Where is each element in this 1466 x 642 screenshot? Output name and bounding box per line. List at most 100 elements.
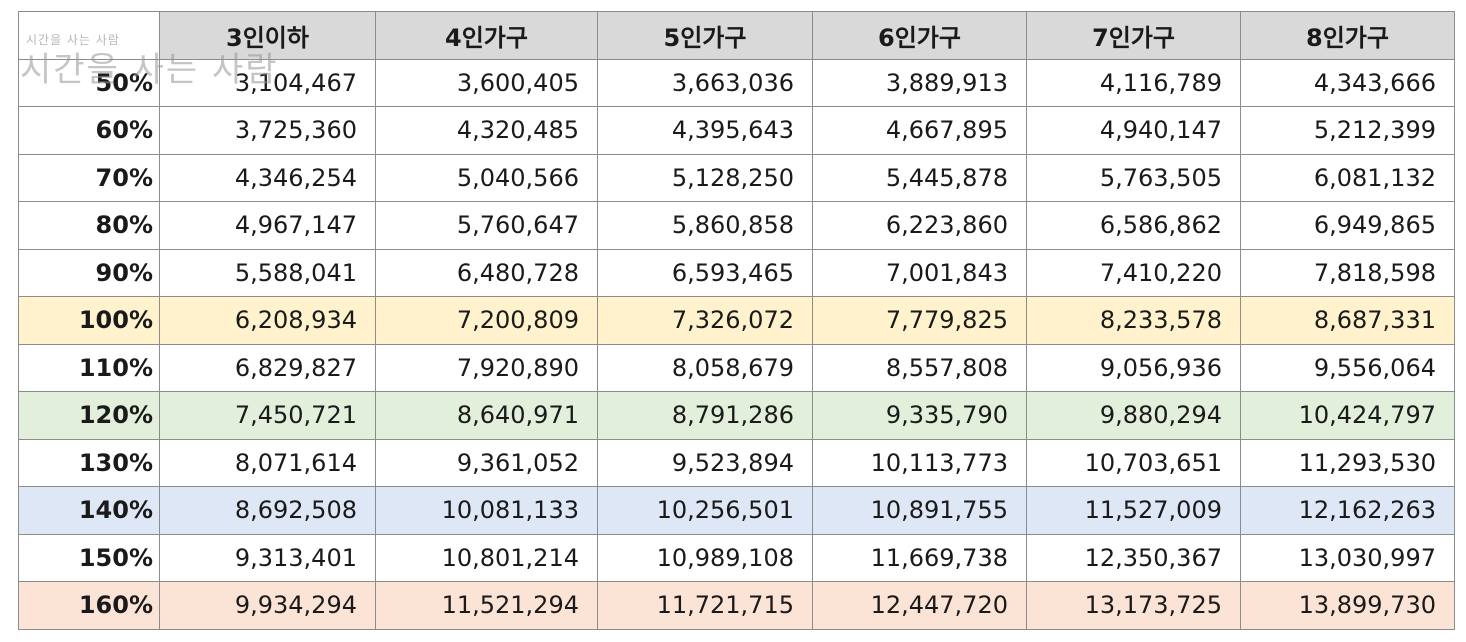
- table-cell: 10,891,755: [812, 486, 1027, 535]
- table-cell: 10,424,797: [1240, 391, 1455, 440]
- table-cell: 4,346,254: [159, 153, 376, 202]
- row-label: 60%: [18, 106, 160, 155]
- table-cell: 12,350,367: [1026, 533, 1241, 582]
- table-cell: 11,669,738: [812, 533, 1027, 582]
- corner-cell: [18, 11, 160, 60]
- table-cell: 7,326,072: [597, 296, 813, 345]
- row-label: 90%: [18, 248, 160, 297]
- table-cell: 11,721,715: [597, 581, 813, 630]
- table-cell: 11,521,294: [375, 581, 598, 630]
- table-cell: 6,949,865: [1240, 201, 1455, 250]
- table-cell: 10,989,108: [597, 533, 813, 582]
- table-row: 130% 8,071,614 9,361,052 9,523,894 10,113,77…: [18, 438, 1455, 487]
- row-label: 150%: [18, 533, 160, 582]
- table-cell: 7,200,809: [375, 296, 598, 345]
- table-cell: 6,829,827: [159, 343, 376, 392]
- table-row: 50% 3,104,467 3,600,405 3,663,036 3,889,913 4…: [18, 58, 1455, 107]
- table-cell: 5,763,505: [1026, 153, 1241, 202]
- table-cell: 3,889,913: [812, 58, 1027, 107]
- header-row: 3인이하 4인가구 5인가구 6인가구 7인가구 8인가구: [18, 11, 1455, 60]
- table-row: 110% 6,829,827 7,920,890 8,058,679 8,557,808…: [18, 343, 1455, 392]
- row-label: 160%: [18, 581, 160, 630]
- table-cell: 4,343,666: [1240, 58, 1455, 107]
- table-cell: 8,071,614: [159, 438, 376, 487]
- table-cell: 6,208,934: [159, 296, 376, 345]
- table-cell: 8,687,331: [1240, 296, 1455, 345]
- table-row: 140% 8,692,508 10,081,133 10,256,501 10,891,…: [18, 486, 1455, 535]
- table-cell: 10,801,214: [375, 533, 598, 582]
- row-label: 140%: [18, 486, 160, 535]
- table-row: 160% 9,934,294 11,521,294 11,721,715 12,447,…: [18, 581, 1455, 630]
- table-row: 80% 4,967,147 5,760,647 5,860,858 6,223,860 6…: [18, 201, 1455, 250]
- table-cell: 5,588,041: [159, 248, 376, 297]
- table-cell: 12,162,263: [1240, 486, 1455, 535]
- table-cell: 9,934,294: [159, 581, 376, 630]
- table-cell: 12,447,720: [812, 581, 1027, 630]
- table-cell: 5,212,399: [1240, 106, 1455, 155]
- table-cell: 9,556,064: [1240, 343, 1455, 392]
- table-cell: 13,899,730: [1240, 581, 1455, 630]
- watermark-small: 시간을 사는 사람: [26, 33, 120, 47]
- table-cell: 9,523,894: [597, 438, 813, 487]
- column-header: 3인이하: [159, 11, 376, 60]
- table-cell: 8,557,808: [812, 343, 1027, 392]
- table-cell: 10,703,651: [1026, 438, 1241, 487]
- income-table: 3인이하 4인가구 5인가구 6인가구 7인가구 8인가구 50% 3,104,4…: [18, 11, 1455, 630]
- table-cell: 5,040,566: [375, 153, 598, 202]
- table-cell: 7,001,843: [812, 248, 1027, 297]
- row-label: 80%: [18, 201, 160, 250]
- table-cell: 7,410,220: [1026, 248, 1241, 297]
- table-cell: 3,663,036: [597, 58, 813, 107]
- table-cell: 6,480,728: [375, 248, 598, 297]
- table-cell: 9,056,936: [1026, 343, 1241, 392]
- table-cell: 8,058,679: [597, 343, 813, 392]
- table-cell: 7,450,721: [159, 391, 376, 440]
- table-cell: 10,256,501: [597, 486, 813, 535]
- column-header: 8인가구: [1240, 11, 1455, 60]
- table-cell: 4,667,895: [812, 106, 1027, 155]
- column-header: 7인가구: [1026, 11, 1241, 60]
- table-cell: 4,116,789: [1026, 58, 1241, 107]
- column-header: 6인가구: [812, 11, 1027, 60]
- table-cell: 6,081,132: [1240, 153, 1455, 202]
- table-cell: 4,320,485: [375, 106, 598, 155]
- table-cell: 9,880,294: [1026, 391, 1241, 440]
- table-cell: 5,128,250: [597, 153, 813, 202]
- column-header: 5인가구: [597, 11, 813, 60]
- table-cell: 10,113,773: [812, 438, 1027, 487]
- table-cell: 3,725,360: [159, 106, 376, 155]
- table-row: 120% 7,450,721 8,640,971 8,791,286 9,335,790…: [18, 391, 1455, 440]
- table-cell: 8,640,971: [375, 391, 598, 440]
- table-cell: 6,223,860: [812, 201, 1027, 250]
- table-cell: 4,395,643: [597, 106, 813, 155]
- table-cell: 9,361,052: [375, 438, 598, 487]
- column-header: 4인가구: [375, 11, 598, 60]
- table-cell: 9,313,401: [159, 533, 376, 582]
- table-cell: 6,586,862: [1026, 201, 1241, 250]
- table-cell: 3,600,405: [375, 58, 598, 107]
- table-cell: 8,233,578: [1026, 296, 1241, 345]
- income-table-container: 3인이하 4인가구 5인가구 6인가구 7인가구 8인가구 50% 3,104,4…: [18, 11, 1455, 630]
- table-cell: 4,940,147: [1026, 106, 1241, 155]
- table-cell: 7,818,598: [1240, 248, 1455, 297]
- table-cell: 5,860,858: [597, 201, 813, 250]
- table-cell: 8,692,508: [159, 486, 376, 535]
- table-cell: 5,760,647: [375, 201, 598, 250]
- table-cell: 4,967,147: [159, 201, 376, 250]
- watermark-large: 시간을 사는 사람: [20, 50, 279, 90]
- row-label: 120%: [18, 391, 160, 440]
- row-label: 70%: [18, 153, 160, 202]
- table-cell: 6,593,465: [597, 248, 813, 297]
- row-label: 100%: [18, 296, 160, 345]
- row-label: 110%: [18, 343, 160, 392]
- table-row: 60% 3,725,360 4,320,485 4,395,643 4,667,895 4…: [18, 106, 1455, 155]
- table-cell: 10,081,133: [375, 486, 598, 535]
- table-cell: 13,030,997: [1240, 533, 1455, 582]
- table-cell: 13,173,725: [1026, 581, 1241, 630]
- table-cell: 11,527,009: [1026, 486, 1241, 535]
- row-label: 130%: [18, 438, 160, 487]
- table-row: 150% 9,313,401 10,801,214 10,989,108 11,669,…: [18, 533, 1455, 582]
- table-cell: 9,335,790: [812, 391, 1027, 440]
- table-row: 90% 5,588,041 6,480,728 6,593,465 7,001,843 7…: [18, 248, 1455, 297]
- table-cell: 3,104,467: [159, 58, 376, 107]
